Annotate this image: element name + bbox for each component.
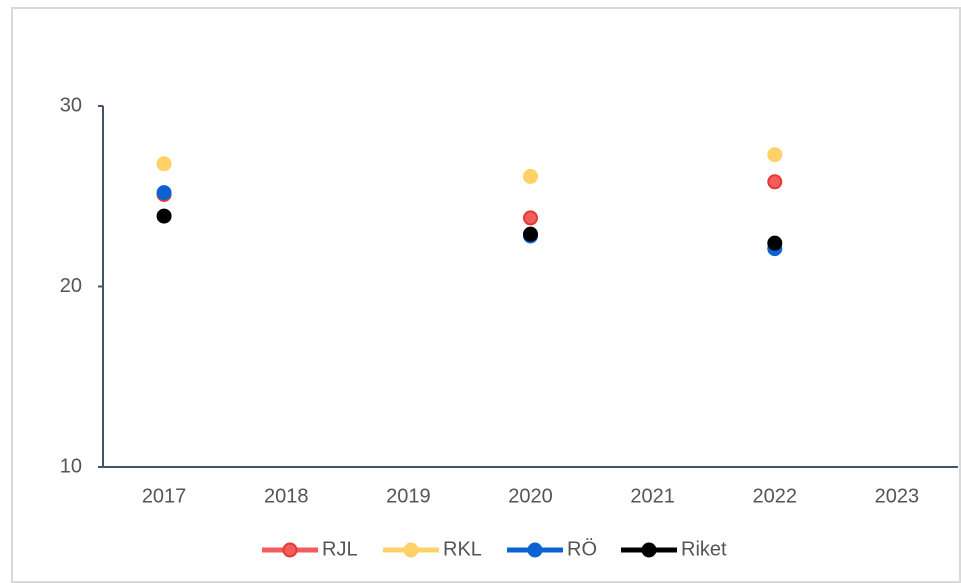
data-point [156,156,172,172]
data-point [523,226,538,242]
x-tick-label: 2022 [753,485,798,507]
data-point [767,174,783,190]
legend-label: RJL [322,538,358,560]
data-point [523,210,538,226]
legend-marker [282,542,298,558]
y-tick-label: 20 [60,275,82,297]
x-tick-label: 2017 [142,485,187,507]
x-tick-label: 2020 [508,485,553,507]
legend-label: Riket [681,538,727,560]
data-point [523,168,538,184]
x-tick-label: 2023 [875,485,920,507]
legend-marker [641,542,657,558]
legend-label: RÖ [567,538,597,560]
x-tick-label: 2019 [386,485,431,507]
x-tick-label: 2021 [630,485,675,507]
x-tick-label: 2018 [264,485,309,507]
legend-marker [527,542,543,558]
data-point [156,185,172,201]
chart-frame [11,7,961,583]
legend-label: RKL [443,538,482,560]
y-tick-label: 10 [60,455,82,477]
y-tick-label: 30 [60,94,82,116]
legend-marker [403,542,419,558]
data-point [156,208,172,224]
data-point [767,235,783,251]
data-point [767,147,783,163]
